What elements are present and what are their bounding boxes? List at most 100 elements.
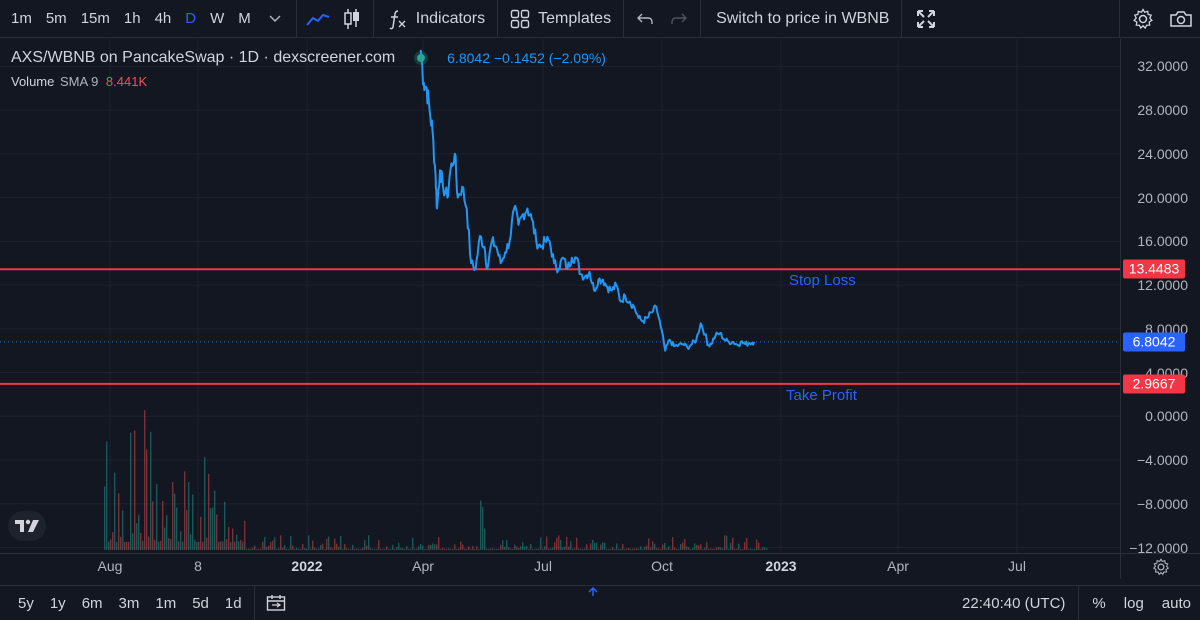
scroll-to-realtime-icon[interactable]: [586, 584, 600, 602]
volume-bar: [594, 542, 596, 550]
legend-price-change: 6.8042 −0.1452 (−2.09%): [447, 50, 606, 66]
timeframe-4h[interactable]: 4h: [154, 9, 172, 27]
volume-bar: [662, 544, 664, 550]
volume-bar: [340, 535, 342, 550]
volume-bar: [610, 548, 612, 550]
timeframe-5m[interactable]: 5m: [45, 9, 67, 27]
scale-settings-icon[interactable]: [1120, 553, 1200, 579]
volume-bar: [462, 544, 464, 550]
timeframe-w[interactable]: W: [210, 9, 225, 27]
percent-scale-toggle[interactable]: %: [1092, 595, 1106, 612]
volume-bar: [478, 548, 480, 550]
volume-bar: [752, 548, 754, 550]
volume-bar: [350, 548, 352, 550]
volume-bar: [720, 547, 722, 550]
volume-bar: [220, 541, 222, 550]
timeframe-dropdown-icon[interactable]: [258, 0, 292, 38]
auto-scale-toggle[interactable]: auto: [1161, 595, 1191, 612]
volume-bar: [634, 548, 636, 550]
volume-bar: [458, 548, 460, 550]
price-chart[interactable]: [0, 39, 1120, 553]
volume-bar: [582, 548, 584, 550]
line-chart-type-icon[interactable]: [301, 0, 335, 38]
chart-grid: [0, 39, 1120, 553]
chart-legend: AXS/WBNB on PancakeSwap · 1D · dexscreen…: [11, 49, 606, 89]
date-range-calendar-icon[interactable]: [259, 586, 293, 620]
range-1m[interactable]: 1m: [155, 594, 177, 612]
volume-bar: [246, 548, 248, 550]
volume-bar: [482, 506, 484, 550]
range-6m[interactable]: 6m: [81, 594, 103, 612]
volume-bar: [188, 481, 190, 550]
volume-bar: [766, 548, 768, 550]
chart-pane[interactable]: AXS/WBNB on PancakeSwap · 1D · dexscreen…: [0, 39, 1120, 553]
undo-icon[interactable]: [628, 0, 662, 38]
price-axis-label: 12.0000: [1137, 277, 1188, 294]
bottom-divider: [253, 585, 255, 620]
toolbar-divider: [901, 0, 903, 38]
volume-bar: [410, 548, 412, 550]
price-axis-tag[interactable]: 6.8042: [1123, 332, 1185, 352]
volume-bar: [316, 549, 318, 550]
indicators-button[interactable]: Indicators: [378, 0, 493, 38]
fullscreen-icon[interactable]: [906, 0, 946, 38]
volume-bar: [310, 548, 312, 550]
timeframe-m[interactable]: M: [238, 9, 251, 27]
utc-clock[interactable]: 22:40:40 (UTC): [962, 595, 1066, 612]
volume-bar: [172, 482, 174, 550]
volume-bar: [288, 548, 290, 550]
range-3m[interactable]: 3m: [118, 594, 140, 612]
volume-bar: [212, 507, 214, 550]
volume-bar: [152, 501, 154, 550]
range-5y[interactable]: 5y: [18, 594, 34, 612]
volume-bar: [406, 546, 408, 550]
timeframe-d[interactable]: D: [185, 9, 197, 27]
templates-button[interactable]: Templates: [502, 0, 619, 38]
volume-bar: [640, 546, 642, 550]
volume-study-label[interactable]: Volume: [11, 74, 55, 89]
price-axis-label: 16.0000: [1137, 233, 1188, 250]
timeframe-1m[interactable]: 1m: [11, 9, 32, 27]
timeframe-15m[interactable]: 15m: [80, 9, 110, 27]
volume-bar: [422, 545, 424, 550]
volume-bar: [104, 486, 106, 550]
volume-bar: [264, 536, 266, 550]
settings-gear-icon[interactable]: [1124, 0, 1162, 38]
log-scale-toggle[interactable]: log: [1123, 595, 1144, 612]
volume-bar: [296, 547, 298, 550]
price-scale[interactable]: 32.0000 28.0000 24.0000 20.0000 16.0000 12.00…: [1120, 39, 1200, 556]
symbol-title[interactable]: AXS/WBNB on PancakeSwap · 1D · dexscreen…: [11, 49, 396, 66]
volume-bar: [470, 548, 472, 550]
volume-bar: [148, 536, 150, 550]
volume-bar: [334, 538, 336, 550]
timeframe-1h[interactable]: 1h: [123, 9, 141, 27]
redo-icon[interactable]: [662, 0, 696, 38]
volume-bar: [512, 548, 514, 550]
take-profit-label: Take Profit: [786, 386, 857, 404]
volume-bar: [344, 543, 346, 550]
volume-bar: [436, 544, 438, 550]
tradingview-logo[interactable]: [8, 511, 46, 541]
volume-bar: [308, 535, 310, 550]
volume-bar: [624, 548, 626, 550]
range-1d[interactable]: 1d: [224, 594, 242, 612]
toolbar-divider: [623, 0, 625, 38]
camera-icon[interactable]: [1162, 0, 1200, 38]
volume-bar: [584, 548, 586, 550]
volume-bar: [270, 542, 272, 550]
volume-bar: [588, 548, 590, 550]
price-axis-tag[interactable]: 2.9667: [1123, 374, 1185, 394]
volume-bar: [158, 541, 160, 550]
range-1y[interactable]: 1y: [49, 594, 66, 612]
time-scale[interactable]: Aug 8 2022 Apr Jul Oct 2023 Apr Jul: [0, 553, 1120, 579]
switch-price-button[interactable]: Switch to price in WBNB: [705, 0, 897, 38]
price-axis-label: 28.0000: [1137, 102, 1188, 119]
volume-bar: [238, 541, 240, 550]
time-axis-label: Jul: [534, 558, 552, 574]
candles-chart-type-icon[interactable]: [335, 0, 369, 38]
range-5d[interactable]: 5d: [192, 594, 209, 612]
volume-bar: [256, 548, 258, 550]
price-axis-tag[interactable]: 13.4483: [1123, 259, 1185, 279]
volume-bar: [666, 548, 668, 550]
volume-bar: [522, 542, 524, 550]
